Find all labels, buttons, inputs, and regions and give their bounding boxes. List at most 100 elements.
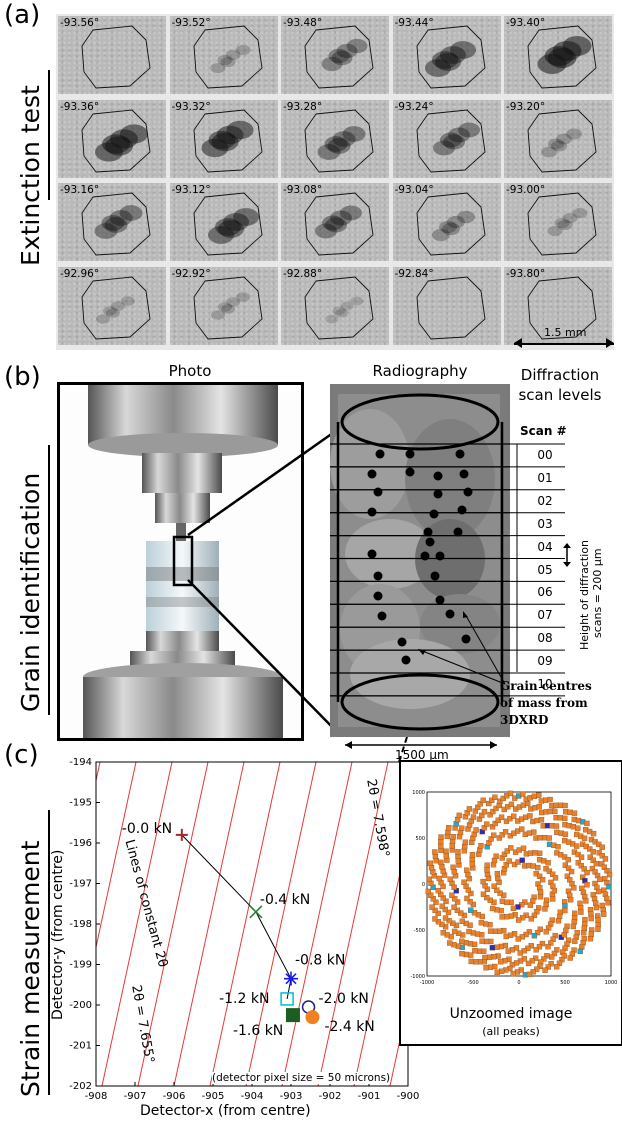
- scan-level-label: 03: [537, 516, 553, 531]
- inset-peak: [489, 797, 495, 804]
- grain-centre-dot: [373, 591, 383, 601]
- y-tick-label: -200: [69, 1000, 92, 1011]
- inset-peak: [549, 954, 555, 960]
- load-point-label: -2.0 kN: [319, 991, 369, 1007]
- grain-centre-dot: [455, 449, 465, 459]
- inset-peak: [492, 794, 498, 800]
- grain-centre-dot: [367, 507, 377, 517]
- inset-peak: [483, 938, 490, 945]
- inset-peak: [531, 829, 537, 835]
- inset-peak: [536, 803, 543, 810]
- extinction-grid: -93.56° -93.52° -93.48° -93.44° -93.40° -93.3…: [56, 14, 614, 350]
- inset-peak: [440, 930, 446, 936]
- inset-peak: [490, 808, 496, 815]
- inset-y-tick: -1000: [410, 974, 425, 980]
- inset-peak: [537, 926, 543, 932]
- extinction-tile: -93.04°: [392, 183, 501, 261]
- tile-angle-label: -93.40°: [506, 17, 546, 29]
- inset-peak: [491, 883, 497, 889]
- inset-peak: [479, 938, 485, 944]
- inset-peak: [473, 959, 479, 965]
- y-tick-label: -202: [69, 1081, 92, 1092]
- inset-peak: [464, 895, 470, 902]
- extinction-tile: -92.96°: [58, 266, 166, 345]
- extinction-tile: -93.48°: [281, 16, 389, 94]
- inset-peak: [508, 845, 514, 851]
- side-rule-strain: [48, 810, 50, 1095]
- inset-peak: [536, 850, 543, 856]
- inset-peak: [562, 862, 569, 868]
- inset-peak: [438, 834, 444, 840]
- inset-peak: [502, 829, 509, 835]
- grain-outline: [81, 109, 151, 172]
- inset-peak: [489, 945, 496, 951]
- inset-peak: [458, 910, 464, 916]
- inset-peak: [429, 904, 435, 910]
- inset-peak: [530, 863, 536, 869]
- inset-peak: [525, 960, 532, 967]
- inset-peak: [570, 923, 577, 930]
- x-tick-label: -904: [241, 1091, 264, 1102]
- inset-peak: [497, 959, 504, 965]
- inset-peak: [551, 887, 558, 894]
- inset-peak: [494, 969, 500, 976]
- inset-peak: [484, 867, 490, 873]
- inset-peak: [499, 832, 505, 838]
- grain-centres-line-1: Grain centres: [500, 679, 592, 693]
- inset-peak: [553, 802, 559, 808]
- photo-header: Photo: [168, 362, 212, 380]
- grain-centre-dot: [401, 655, 411, 665]
- load-point-label: -1.6 kN: [233, 1023, 283, 1039]
- extinction-tile: -93.24°: [392, 99, 501, 178]
- load-point-marker: [284, 971, 298, 986]
- grain-centre-dot: [430, 571, 440, 581]
- inset-peak: [546, 868, 553, 874]
- tile-angle-label: -93.32°: [171, 100, 211, 113]
- inset-peak: [432, 916, 438, 922]
- inset-peak: [484, 821, 490, 827]
- inset-peak: [496, 928, 503, 934]
- inset-peak: [595, 926, 601, 932]
- inset-peak: [588, 915, 594, 922]
- inset-peak: [562, 802, 568, 809]
- extinction-tile: -93.00°: [504, 183, 612, 261]
- inset-peak: [449, 838, 456, 844]
- inset-peak: [554, 964, 560, 970]
- extinction-tile: -93.40°: [504, 16, 612, 94]
- inset-peak: [480, 891, 487, 897]
- scan-level-label: 01: [537, 470, 553, 485]
- tile-angle-label: -92.88°: [283, 267, 323, 280]
- inset-peak: [587, 936, 594, 942]
- tile-angle-label: -93.16°: [60, 184, 100, 196]
- inset-peak: [552, 808, 558, 815]
- grain-centre-dot: [433, 471, 443, 481]
- inset-peak: [435, 910, 441, 917]
- inset-peak: [438, 843, 444, 849]
- inset-peak: [493, 805, 499, 812]
- inset-peak: [532, 850, 538, 856]
- inset-peak: [443, 848, 449, 854]
- inset-peak: [508, 801, 515, 808]
- inset-peak: [578, 909, 584, 915]
- inset-peak: [571, 919, 577, 925]
- inset-peak: [464, 867, 470, 873]
- inset-peak: [476, 948, 482, 954]
- tile-angle-label: -93.20°: [506, 100, 546, 113]
- load-point-marker: [285, 1008, 300, 1023]
- grain-centre-dot: [405, 449, 415, 459]
- y-tick-label: -195: [69, 798, 92, 809]
- tile-angle-label: -93.44°: [394, 17, 434, 29]
- inset-peak: [549, 823, 555, 829]
- grain-centre-dot: [367, 549, 377, 559]
- scale-bar-tick-right: [606, 338, 614, 348]
- load-point-label: -1.2 kN: [219, 991, 269, 1007]
- inset-peak: [561, 932, 568, 938]
- inset-peak: [538, 817, 545, 823]
- inset-peak: [515, 904, 521, 910]
- strain-chart: -908 -907 -906 -905 -904 -903 -902 -901 -900 -194…: [69, 757, 419, 1102]
- inset-peak: [562, 831, 569, 837]
- inset-peak: [537, 834, 543, 841]
- grain-outline: [81, 276, 151, 339]
- inset-peak: [552, 875, 559, 881]
- y-tick-label: -194: [69, 757, 92, 768]
